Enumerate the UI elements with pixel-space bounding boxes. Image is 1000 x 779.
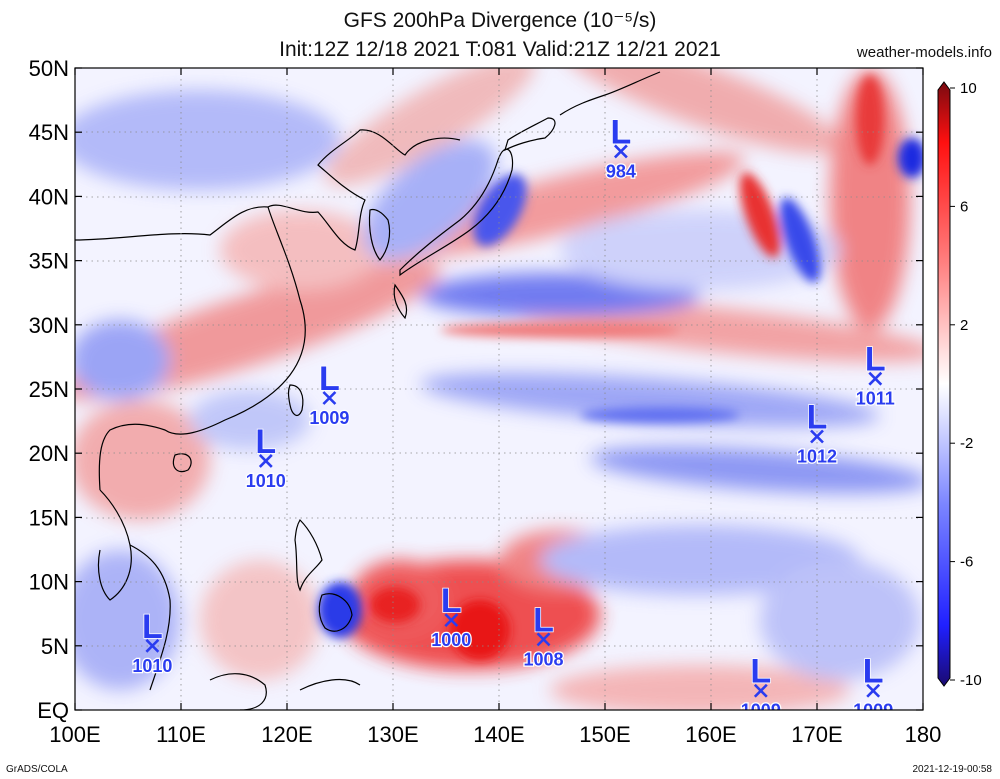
center-cross-icon [258, 453, 273, 468]
low-pressure-center: L 984 [605, 113, 638, 183]
lat-label: 35N [29, 249, 69, 274]
map-subtitle: Init:12Z 12/18 2021 T:081 Valid:21Z 12/2… [279, 38, 721, 61]
lon-label: 130E [367, 722, 418, 747]
axis-ticks [74, 67, 924, 711]
low-pressure-center: L 1009 [308, 359, 351, 429]
lat-label: EQ [37, 698, 69, 723]
lat-label: 45N [29, 120, 69, 145]
low-pressure-center: L 1008 [522, 601, 565, 671]
low-symbol: L [441, 582, 462, 620]
lat-label: 5N [41, 634, 69, 659]
center-cross-icon [322, 391, 337, 405]
pressure-value: 1010 [132, 656, 172, 676]
pressure-value: 1009 [741, 701, 781, 721]
low-symbol: L [255, 423, 276, 461]
low-pressure-center: L 1010 [131, 607, 174, 677]
low-symbol: L [865, 341, 886, 379]
center-cross-icon [444, 613, 459, 628]
low-symbol: L [533, 601, 554, 639]
lat-label: 50N [29, 56, 69, 81]
low-pressure-center: L 1000 [430, 581, 473, 651]
pressure-value: 1011 [856, 389, 895, 409]
low-symbol: L [863, 653, 884, 691]
pressure-value: 1012 [797, 447, 837, 467]
center-cross-icon [753, 683, 768, 698]
lat-label: 10N [29, 570, 69, 595]
source-site: weather-models.info [856, 44, 992, 61]
colorbar-tick-label: -6 [960, 554, 973, 571]
latitude-labels: EQ 5N 10N 15N 20N 25N 30N 35N 40N 45N 50N [29, 56, 69, 723]
center-cross-icon [145, 638, 160, 653]
pressure-value: 1009 [853, 701, 893, 721]
center-cross-icon [810, 429, 824, 444]
colorbar-tick-label: 6 [960, 198, 968, 215]
colorbar-tick-label: -2 [960, 435, 973, 452]
lat-label: 25N [29, 377, 69, 402]
center-cross-icon [868, 371, 883, 386]
colorbar-ticks: 10 6 2 -2 -6 -10 [950, 80, 982, 689]
colorbar: 10 6 2 -2 -6 -10 [937, 80, 982, 689]
low-symbol: L [611, 113, 632, 151]
center-cross-icon [536, 632, 551, 647]
low-symbol: L [319, 360, 340, 398]
low-pressure-center: L 1011 [855, 340, 897, 410]
lon-label: 170E [791, 722, 842, 747]
lon-label: 100E [49, 722, 100, 747]
low-symbol: L [750, 653, 771, 691]
pressure-value: 1009 [309, 408, 349, 428]
lon-label: 180 [905, 722, 942, 747]
pressure-value: 1000 [431, 630, 471, 650]
lon-label: 110E [156, 722, 206, 747]
footer-timestamp: 2021-12-19-00:58 [912, 764, 992, 775]
lat-label: 30N [29, 313, 69, 338]
lat-label: 40N [29, 184, 69, 209]
lat-label: 15N [29, 505, 69, 530]
longitude-labels: 100E 110E 120E 130E 140E 150E 160E 170E 180 [49, 722, 941, 747]
lon-label: 150E [579, 722, 630, 747]
lat-label: 20N [29, 441, 69, 466]
pressure-value: 1008 [523, 649, 563, 669]
map-title: GFS 200hPa Divergence (10⁻⁵/s) [343, 9, 657, 32]
coastlines [75, 71, 661, 710]
lon-label: 140E [473, 722, 524, 747]
pressure-value: 984 [606, 161, 636, 181]
low-pressure-center: L 1010 [245, 422, 288, 492]
low-pressure-center: L 1009 [740, 652, 783, 721]
lon-label: 120E [261, 722, 312, 747]
footer-software: GrADS/COLA [6, 764, 68, 775]
lon-label: 160E [685, 722, 736, 747]
low-pressure-center: L 1009 [852, 652, 895, 721]
low-symbol: L [807, 399, 828, 437]
colorbar-tick-label: 10 [960, 80, 977, 97]
center-cross-icon [866, 683, 881, 698]
center-cross-icon [613, 144, 628, 159]
pressure-value: 1010 [246, 471, 286, 491]
colorbar-tick-label: -10 [960, 672, 982, 689]
low-pressure-center: L 1012 [796, 398, 839, 468]
graticule [75, 68, 923, 710]
colorbar-tick-label: 2 [960, 317, 968, 334]
low-symbol: L [142, 608, 163, 646]
